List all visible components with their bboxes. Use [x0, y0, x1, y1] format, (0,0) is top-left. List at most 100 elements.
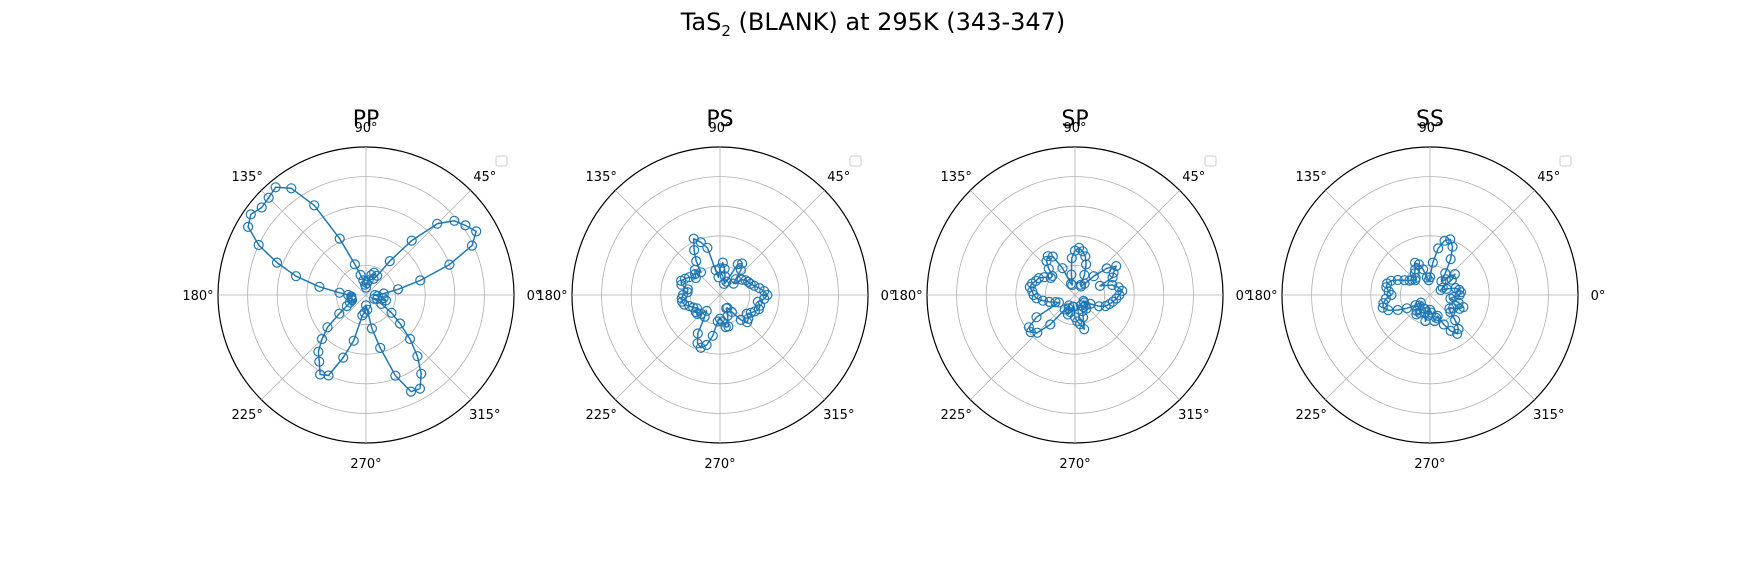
angle-tick-label: 270°	[1059, 457, 1090, 472]
data-point-marker	[416, 368, 427, 379]
data-point-marker	[1436, 276, 1447, 287]
data-point-marker	[390, 370, 401, 381]
data-point-marker	[372, 290, 383, 302]
angle-tick-label: 270°	[704, 457, 735, 472]
data-point-marker	[689, 269, 701, 280]
angle-tick-label: 45°	[473, 170, 496, 185]
data-point-marker	[743, 276, 754, 287]
data-point-marker	[360, 279, 371, 290]
data-point-marker	[1117, 285, 1128, 296]
data-point-marker	[263, 192, 274, 203]
angle-tick-label: 315°	[1178, 408, 1209, 423]
data-point-marker	[1421, 272, 1433, 283]
data-point-marker	[323, 370, 334, 381]
data-point-marker	[676, 293, 687, 304]
angle-tick-label: 0°	[527, 289, 542, 304]
data-point-marker	[1107, 296, 1119, 307]
data-point-marker	[355, 269, 366, 281]
data-point-marker	[369, 267, 380, 278]
data-point-marker	[444, 259, 455, 270]
data-point-marker	[1111, 261, 1122, 272]
polar-subplot-pp: 0° 45° 90° 135° 180° 225° 270° 315° PP	[182, 107, 541, 472]
angular-gridline	[719, 294, 825, 400]
data-point-marker	[1111, 293, 1122, 304]
data-point-marker	[743, 313, 754, 324]
data-point-marker	[1042, 251, 1053, 262]
data-point-marker	[752, 296, 764, 307]
data-point-marker	[732, 259, 743, 270]
data-point-marker	[1066, 253, 1077, 264]
angular-gridline	[615, 190, 721, 296]
data-point-marker	[713, 272, 724, 283]
data-point-marker	[699, 311, 710, 322]
figure-title-rest: (BLANK) at 295K (343-347)	[730, 8, 1066, 36]
data-point-marker	[1047, 270, 1058, 282]
data-point-marker	[271, 257, 283, 268]
data-point-marker	[414, 383, 426, 394]
data-point-marker	[1067, 279, 1078, 291]
data-point-marker	[740, 275, 751, 286]
data-point-marker	[1444, 303, 1455, 314]
angle-tick-label: 180°	[891, 289, 922, 304]
subplot-title: SS	[1416, 107, 1444, 132]
angle-tick-label: 225°	[941, 408, 972, 423]
data-point-marker	[726, 306, 738, 318]
data-point-marker	[1045, 272, 1056, 284]
data-point-marker	[290, 271, 302, 282]
data-point-marker	[702, 242, 713, 253]
data-point-marker	[1101, 263, 1112, 274]
data-point-marker	[313, 346, 324, 357]
angle-tick-label: 225°	[232, 408, 263, 423]
data-point-marker	[1025, 327, 1036, 338]
data-point-marker	[1065, 278, 1077, 289]
data-point-marker	[380, 295, 392, 306]
empty-legend-box	[849, 155, 862, 167]
data-point-marker	[1438, 319, 1449, 330]
data-point-marker	[1423, 275, 1434, 286]
angle-tick-label: 135°	[586, 170, 617, 185]
data-point-marker	[1080, 251, 1091, 262]
data-point-marker	[695, 342, 706, 353]
data-point-marker	[372, 270, 383, 281]
data-point-marker	[1427, 257, 1438, 268]
data-point-marker	[361, 278, 373, 289]
data-point-marker	[1045, 319, 1056, 330]
data-point-marker	[1453, 323, 1464, 335]
data-point-marker	[1113, 282, 1124, 293]
data-point-marker	[1399, 275, 1410, 286]
data-point-marker	[1077, 246, 1088, 257]
data-point-marker	[360, 300, 372, 311]
data-point-marker	[1062, 309, 1074, 320]
angle-tick-label: 45°	[1537, 170, 1560, 185]
data-point-marker	[386, 307, 397, 318]
data-point-marker	[1107, 279, 1118, 291]
data-point-marker	[1433, 243, 1444, 254]
data-point-marker	[689, 264, 701, 275]
data-point-marker	[415, 275, 426, 286]
data-point-marker	[754, 283, 765, 294]
data-point-marker	[1445, 254, 1456, 265]
data-point-marker	[338, 352, 349, 363]
data-point-marker	[449, 215, 460, 226]
data-point-marker	[394, 318, 406, 329]
data-point-marker	[359, 307, 370, 318]
data-point-marker	[1378, 298, 1389, 309]
data-point-marker	[1078, 295, 1089, 306]
data-point-marker	[243, 221, 254, 232]
data-point-marker	[432, 218, 443, 229]
data-point-marker	[322, 322, 333, 333]
data-point-marker	[406, 235, 417, 246]
data-point-marker	[1031, 293, 1042, 304]
polar-subplot-ps: 0° 45° 90° 135° 180° 225° 270° 315° PS	[536, 107, 895, 472]
data-point-marker	[712, 316, 723, 327]
data-point-marker	[1448, 292, 1459, 303]
data-point-marker	[1452, 328, 1463, 339]
angle-tick-label: 270°	[350, 457, 381, 472]
data-point-marker	[719, 271, 731, 282]
data-point-marker	[721, 276, 732, 287]
data-point-marker	[1028, 289, 1039, 301]
data-point-marker	[1023, 322, 1035, 333]
subplot-title: SP	[1061, 107, 1088, 132]
data-point-marker	[730, 274, 741, 285]
angle-tick-label: 315°	[1533, 408, 1564, 423]
